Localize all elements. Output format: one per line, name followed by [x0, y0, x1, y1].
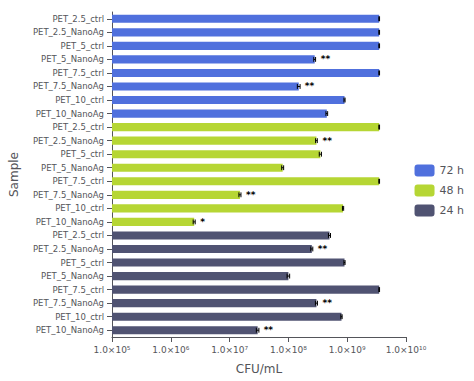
svg-text:Sample: Sample — [7, 152, 21, 197]
svg-text:PET_10_ctrl: PET_10_ctrl — [55, 312, 104, 322]
svg-text:PET_10_ctrl: PET_10_ctrl — [55, 95, 104, 105]
svg-text:*: * — [200, 217, 205, 227]
svg-text:1.0×10⁶: 1.0×10⁶ — [152, 345, 189, 355]
svg-text:**: ** — [321, 54, 331, 64]
svg-text:**: ** — [322, 298, 332, 308]
svg-text:48 h: 48 h — [440, 184, 464, 197]
svg-text:PET_7.5_ctrl: PET_7.5_ctrl — [52, 176, 104, 186]
svg-text:PET_7.5_ctrl: PET_7.5_ctrl — [52, 68, 104, 78]
svg-text:PET_2.5_NanoAg: PET_2.5_NanoAg — [33, 27, 104, 37]
svg-text:PET_7.5_NanoAg: PET_7.5_NanoAg — [33, 81, 104, 91]
svg-text:**: ** — [264, 325, 274, 335]
svg-text:72 h: 72 h — [440, 164, 464, 177]
svg-text:PET_7.5_ctrl: PET_7.5_ctrl — [52, 285, 104, 295]
svg-text:PET_2.5_NanoAg: PET_2.5_NanoAg — [33, 136, 104, 146]
svg-text:**: ** — [246, 190, 256, 200]
svg-text:PET_7.5_NanoAg: PET_7.5_NanoAg — [33, 190, 104, 200]
svg-text:PET_5_ctrl: PET_5_ctrl — [61, 41, 104, 51]
svg-text:1.0×10¹⁰: 1.0×10¹⁰ — [386, 345, 427, 355]
svg-text:PET_10_ctrl: PET_10_ctrl — [55, 203, 104, 213]
svg-text:1.0×10⁹: 1.0×10⁹ — [329, 345, 366, 355]
svg-text:**: ** — [305, 81, 315, 91]
svg-text:PET_5_ctrl: PET_5_ctrl — [61, 258, 104, 268]
svg-text:PET_5_ctrl: PET_5_ctrl — [61, 149, 104, 159]
svg-text:CFU/mL: CFU/mL — [236, 362, 283, 376]
svg-text:PET_2.5_ctrl: PET_2.5_ctrl — [52, 14, 104, 24]
svg-text:PET_2.5_ctrl: PET_2.5_ctrl — [52, 122, 104, 132]
svg-text:24 h: 24 h — [440, 204, 464, 217]
svg-text:**: ** — [322, 136, 332, 146]
svg-text:PET_10_NanoAg: PET_10_NanoAg — [36, 217, 104, 227]
svg-text:PET_5_NanoAg: PET_5_NanoAg — [41, 271, 104, 281]
svg-text:1.0×10⁷: 1.0×10⁷ — [211, 345, 248, 355]
svg-text:PET_7.5_NanoAg: PET_7.5_NanoAg — [33, 298, 104, 308]
svg-text:1.0×10⁵: 1.0×10⁵ — [94, 345, 131, 355]
svg-text:PET_10_NanoAg: PET_10_NanoAg — [36, 109, 104, 119]
svg-text:1.0×10⁸: 1.0×10⁸ — [270, 345, 307, 355]
svg-text:PET_10_NanoAg: PET_10_NanoAg — [36, 325, 104, 335]
svg-text:PET_2.5_ctrl: PET_2.5_ctrl — [52, 230, 104, 240]
svg-text:PET_2.5_NanoAg: PET_2.5_NanoAg — [33, 244, 104, 254]
svg-text:PET_5_NanoAg: PET_5_NanoAg — [41, 163, 104, 173]
svg-text:**: ** — [318, 244, 328, 254]
svg-text:PET_5_NanoAg: PET_5_NanoAg — [41, 54, 104, 64]
